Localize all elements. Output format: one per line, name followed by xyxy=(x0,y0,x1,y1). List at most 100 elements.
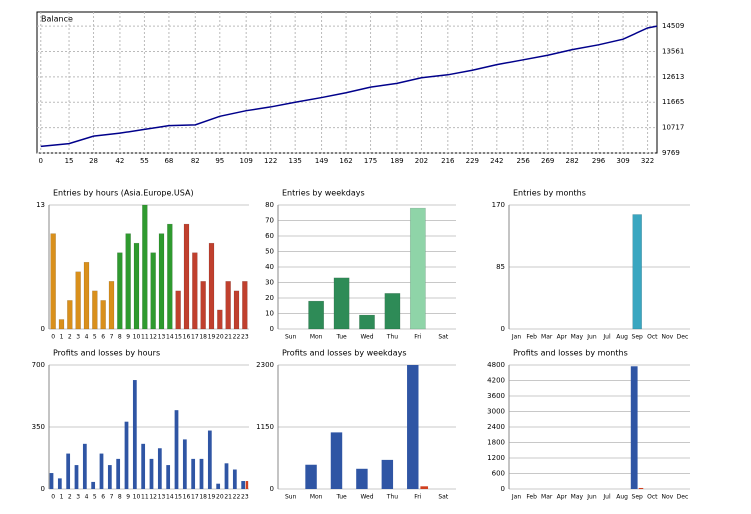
bar xyxy=(407,365,419,489)
bar xyxy=(108,281,115,330)
x-tick-label: 20 xyxy=(216,334,224,341)
x-tick-label: May xyxy=(571,494,584,501)
bar xyxy=(92,290,98,330)
x-tick-label: Nov xyxy=(662,334,674,341)
x-tick-label: Thu xyxy=(386,334,398,341)
y-tick-label: 600 xyxy=(492,470,505,478)
x-tick-label: 42 xyxy=(115,157,124,165)
x-tick-label: Sat xyxy=(438,494,448,501)
y-tick-label: 40 xyxy=(265,263,274,271)
x-tick-label: 20 xyxy=(216,494,224,501)
chart-title: Balance xyxy=(41,15,73,24)
bar xyxy=(117,252,123,330)
bar xyxy=(217,309,223,330)
bar xyxy=(356,468,368,489)
bar xyxy=(199,458,204,489)
x-tick-label: 3 xyxy=(76,334,80,341)
bar xyxy=(49,473,54,489)
x-tick-label: Aug xyxy=(616,334,628,341)
x-tick-label: 2 xyxy=(68,334,72,341)
y-tick-label: 1200 xyxy=(487,454,505,462)
bar xyxy=(200,281,206,330)
bar xyxy=(359,314,375,330)
y-tick-label: 0 xyxy=(501,325,505,333)
x-tick-label: 14 xyxy=(166,334,174,341)
bar xyxy=(150,252,156,330)
bar xyxy=(133,242,140,330)
y-tick-label: 0 xyxy=(270,485,274,493)
bar xyxy=(83,261,90,330)
y-tick-label: 3000 xyxy=(487,408,505,416)
x-tick-label: 22 xyxy=(233,494,241,501)
x-tick-label: 17 xyxy=(191,494,199,501)
x-tick-label: Oct xyxy=(647,334,658,341)
bar xyxy=(58,319,65,330)
bar xyxy=(632,214,642,330)
x-tick-label: 296 xyxy=(592,157,606,165)
x-tick-label: 15 xyxy=(174,334,182,341)
x-tick-label: Apr xyxy=(557,334,568,341)
x-tick-label: Dec xyxy=(677,494,689,501)
x-tick-label: Sep xyxy=(632,334,644,341)
x-tick-label: 28 xyxy=(89,157,98,165)
x-tick-label: Thu xyxy=(386,494,398,501)
y-tick-label: 70 xyxy=(265,217,274,225)
bar xyxy=(224,463,229,489)
x-tick-label: Mar xyxy=(541,334,553,341)
x-tick-label: 12 xyxy=(149,334,157,341)
x-tick-label: Mon xyxy=(310,334,323,341)
y-tick-label: 700 xyxy=(32,361,45,369)
x-tick-label: 22 xyxy=(233,334,241,341)
x-tick-label: 8 xyxy=(118,494,122,501)
bar xyxy=(157,448,162,489)
x-tick-label: 0 xyxy=(39,157,43,165)
x-tick-label: Jun xyxy=(586,494,597,501)
bar xyxy=(166,465,171,489)
bar xyxy=(232,469,237,489)
bar xyxy=(75,271,81,330)
chart-title: Entries by hours (Asia.Europe.USA) xyxy=(53,189,194,198)
bar xyxy=(82,443,87,489)
x-tick-label: 322 xyxy=(641,157,654,165)
x-tick-label: 122 xyxy=(264,157,277,165)
bar xyxy=(245,481,249,489)
x-tick-label: 10 xyxy=(133,494,141,501)
x-tick-label: 55 xyxy=(140,157,149,165)
x-tick-label: Fri xyxy=(414,334,421,341)
x-tick-label: 149 xyxy=(315,157,328,165)
bar xyxy=(191,458,196,489)
x-tick-label: Tue xyxy=(335,334,347,341)
y-tick-label: 11665 xyxy=(662,98,684,106)
bar xyxy=(116,458,121,489)
x-tick-label: 9 xyxy=(126,494,130,501)
x-tick-label: Jul xyxy=(602,334,611,341)
y-tick-label: 350 xyxy=(32,423,45,431)
x-tick-label: 3 xyxy=(76,494,80,501)
bar xyxy=(183,223,190,330)
x-tick-label: Sun xyxy=(285,334,297,341)
y-tick-label: 1800 xyxy=(487,439,505,447)
bar xyxy=(99,453,104,489)
y-tick-label: 170 xyxy=(492,201,505,209)
bar xyxy=(384,293,401,330)
chart-title: Profits and losses by weekdays xyxy=(282,349,407,358)
bar xyxy=(242,281,248,330)
x-tick-label: 162 xyxy=(339,157,352,165)
x-tick-label: 11 xyxy=(141,494,149,501)
bar xyxy=(91,481,96,489)
y-tick-label: 0 xyxy=(270,325,274,333)
x-tick-label: 10 xyxy=(133,334,141,341)
x-tick-label: 17 xyxy=(191,334,199,341)
y-tick-label: 4200 xyxy=(487,377,505,385)
y-tick-label: 85 xyxy=(496,263,505,271)
x-tick-label: Apr xyxy=(557,494,568,501)
x-tick-label: 21 xyxy=(224,494,232,501)
y-tick-label: 9769 xyxy=(662,149,680,157)
x-tick-label: 4 xyxy=(85,334,89,341)
bar xyxy=(630,366,638,489)
bar xyxy=(330,432,343,489)
bar xyxy=(57,478,62,489)
bar xyxy=(149,458,154,489)
x-tick-label: 15 xyxy=(65,157,74,165)
